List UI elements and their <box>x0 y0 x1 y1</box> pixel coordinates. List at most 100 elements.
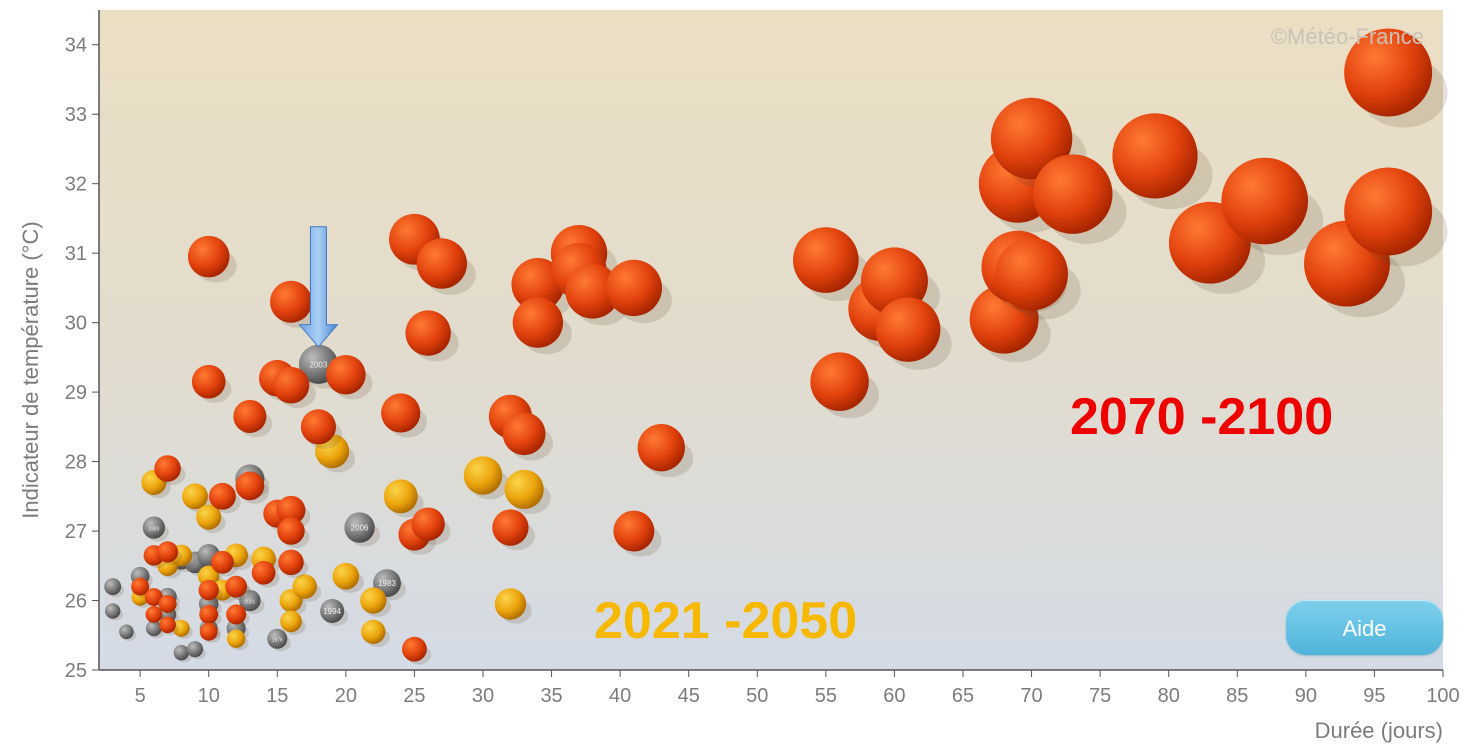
bubble[interactable]: 1976 <box>267 628 291 652</box>
bubble[interactable] <box>1221 157 1324 256</box>
bubble-circle <box>211 550 234 574</box>
bubble[interactable] <box>196 504 226 533</box>
bubble[interactable] <box>159 616 179 636</box>
bubble[interactable] <box>504 469 551 514</box>
bubble-circle <box>270 280 312 323</box>
bubble[interactable] <box>381 393 428 438</box>
bubble[interactable] <box>1344 167 1448 267</box>
bubble[interactable] <box>875 297 952 370</box>
bubble[interactable] <box>995 237 1081 320</box>
bubble[interactable] <box>383 479 424 518</box>
bubble[interactable] <box>104 578 125 598</box>
bubble[interactable] <box>233 399 273 438</box>
bubble-circle <box>494 588 527 620</box>
x-tick-label: 5 <box>135 685 146 707</box>
bubble[interactable] <box>272 366 316 409</box>
bubble[interactable] <box>173 644 192 663</box>
bubble[interactable] <box>463 456 510 500</box>
bubble-circle <box>605 259 663 317</box>
bubble-year-label: 1983 <box>148 527 159 533</box>
bubble[interactable] <box>251 560 280 588</box>
bubble[interactable] <box>1344 28 1448 128</box>
bubble[interactable] <box>793 227 871 302</box>
bubble[interactable] <box>235 471 270 504</box>
bubble[interactable]: 1983 <box>142 516 169 542</box>
bubble[interactable] <box>361 619 390 647</box>
bubble[interactable]: 2001 <box>239 589 265 614</box>
bubble[interactable] <box>502 412 554 461</box>
x-tick-label: 30 <box>472 685 494 707</box>
bubble[interactable] <box>131 577 153 598</box>
bubble[interactable] <box>416 238 476 296</box>
bubble[interactable] <box>156 541 182 566</box>
credit-text: ©Météo-France <box>1271 24 1424 49</box>
bubble[interactable] <box>211 550 238 577</box>
bubble[interactable] <box>105 603 124 621</box>
bubble-circle <box>154 455 181 482</box>
bubble[interactable] <box>172 619 193 639</box>
axis-ticks: 5 10 15 20 25 30 35 40 45 50 55 60 65 70 75 80 85 90 95 100… <box>65 35 1460 707</box>
bubble-circle <box>235 471 265 501</box>
bubble-circle <box>793 227 859 293</box>
x-tick-label: 85 <box>1226 685 1248 707</box>
bubble[interactable] <box>360 587 392 617</box>
bubble-circle <box>416 238 468 289</box>
bubble[interactable] <box>613 510 662 557</box>
bubble[interactable] <box>492 509 535 551</box>
bubble[interactable] <box>270 280 320 329</box>
bubble[interactable] <box>810 352 880 419</box>
bubble[interactable] <box>411 507 451 545</box>
bubble[interactable] <box>292 574 322 602</box>
bubble[interactable] <box>326 354 373 400</box>
x-tick-label: 55 <box>815 685 837 707</box>
bubble[interactable] <box>225 575 251 601</box>
bubble[interactable]: 2006 <box>344 512 381 547</box>
bubble-circle <box>272 366 310 404</box>
bubble[interactable] <box>119 624 137 641</box>
bubble[interactable] <box>187 235 237 283</box>
bubble[interactable] <box>280 610 306 635</box>
bubble-circle <box>278 549 304 576</box>
bubble-circle <box>292 574 317 599</box>
x-tick-label: 70 <box>1020 685 1042 707</box>
bubble[interactable] <box>402 636 432 665</box>
bubble-circle <box>225 575 248 598</box>
bubble[interactable] <box>1032 154 1127 244</box>
bubble[interactable] <box>186 641 206 660</box>
bubble-circle <box>159 616 176 634</box>
bubble[interactable] <box>278 549 309 579</box>
y-tick-label: 33 <box>65 104 87 126</box>
bubble[interactable] <box>277 517 310 549</box>
x-tick-label: 90 <box>1295 685 1317 707</box>
bubble[interactable] <box>300 409 343 449</box>
bubble[interactable] <box>1112 113 1213 210</box>
bubble[interactable] <box>158 595 180 616</box>
y-tick-label: 31 <box>65 243 87 265</box>
bubble-year-label: 1994 <box>323 607 341 616</box>
bubble[interactable] <box>512 297 572 355</box>
bubble[interactable] <box>154 455 186 486</box>
bubble[interactable] <box>605 259 672 324</box>
bubble[interactable] <box>191 364 232 403</box>
bubble[interactable] <box>226 629 249 651</box>
bubble[interactable] <box>199 622 221 643</box>
bubble-circle <box>383 479 418 514</box>
bubble[interactable] <box>208 482 241 514</box>
bubble[interactable] <box>637 424 694 478</box>
bubble-circle <box>173 644 189 661</box>
bubble[interactable] <box>198 579 223 603</box>
help-button[interactable]: Aide <box>1286 600 1443 655</box>
bubble[interactable] <box>332 562 364 593</box>
bubble[interactable]: 1994 <box>320 598 349 626</box>
bubble-circle <box>360 587 387 614</box>
bubble-circle <box>411 507 445 541</box>
bubble[interactable] <box>494 588 532 624</box>
bubble[interactable] <box>199 604 222 627</box>
y-tick-label: 25 <box>65 660 87 682</box>
bubble-circle <box>990 97 1073 180</box>
bubble-circle <box>1344 167 1433 256</box>
bubble[interactable] <box>226 604 250 627</box>
bubble[interactable] <box>405 310 459 362</box>
bubble-circle <box>565 264 620 319</box>
